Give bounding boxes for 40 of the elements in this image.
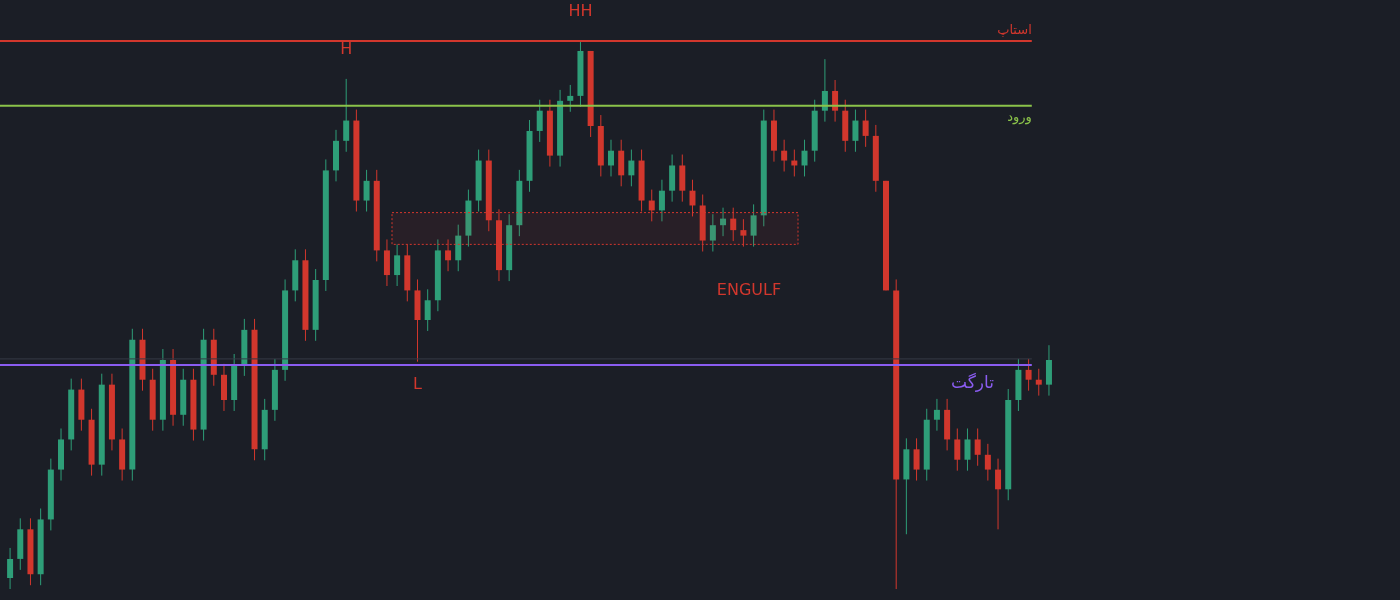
candlestick [964, 427, 971, 472]
candlestick [608, 139, 615, 177]
ref-line-label: ورود [1007, 108, 1032, 125]
candlestick [658, 179, 665, 222]
candlestick [424, 288, 431, 332]
candlestick [7, 547, 14, 590]
band-label: ENGULF [716, 280, 782, 300]
candlestick [913, 437, 920, 482]
candlestick [709, 213, 716, 253]
candlestick [801, 139, 808, 177]
annotation: L [413, 373, 423, 393]
candlestick [445, 238, 452, 272]
annotation: HH [568, 1, 593, 21]
candlestick [781, 139, 788, 173]
candlestick [974, 427, 981, 467]
candlestick [648, 189, 655, 222]
candlestick [1025, 358, 1032, 392]
candlestick [628, 149, 635, 187]
candlestick [536, 99, 543, 143]
candlestick [394, 243, 401, 287]
candlestick [933, 398, 940, 432]
candlestick [720, 207, 727, 237]
candlestick [689, 179, 696, 217]
candlestick [995, 458, 1002, 530]
candlestick [862, 109, 869, 148]
candlestick [954, 427, 961, 472]
annotation: H [340, 38, 353, 58]
candlestick [750, 203, 757, 248]
ref-line-label: استاپ [997, 22, 1032, 38]
candlestick [740, 218, 747, 248]
candlestick [343, 78, 350, 153]
candlestick [730, 207, 737, 242]
candlestick [832, 79, 839, 123]
candlestick [821, 58, 828, 123]
candlestick [363, 169, 370, 213]
candlestick [567, 84, 574, 113]
candlestick [852, 109, 859, 153]
candlestick [1035, 368, 1042, 397]
ref-line-label: تارگت [951, 371, 995, 392]
candlestick [984, 443, 991, 482]
